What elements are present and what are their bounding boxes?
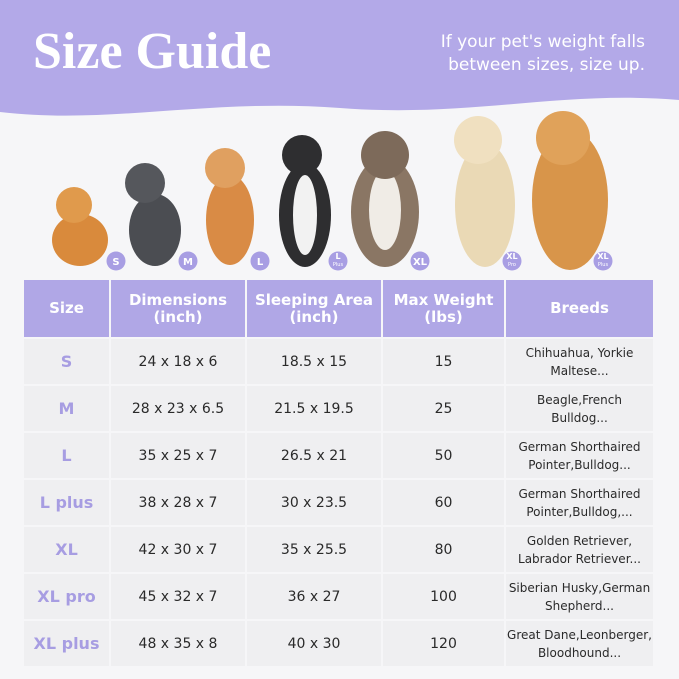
size-badge bbox=[502, 251, 522, 271]
breeds-line: Shepherd... bbox=[545, 598, 614, 613]
table-cell: 100 bbox=[383, 574, 504, 619]
badge-sub: Pro bbox=[508, 262, 516, 268]
breeds-line: Pointer,Bulldog... bbox=[528, 457, 631, 472]
header-line: Dimensions bbox=[128, 290, 228, 309]
size-badge bbox=[328, 251, 348, 271]
header-line: Breeds bbox=[550, 299, 609, 317]
breeds-cell: Siberian Husky,German Shepherd... bbox=[506, 574, 653, 619]
table-cell: 42 x 30 x 7 bbox=[111, 527, 245, 572]
size-cell: XL pro bbox=[24, 574, 109, 619]
badge-label: XL bbox=[506, 252, 517, 261]
header-band bbox=[0, 0, 679, 116]
subtitle: between sizes, size up. bbox=[448, 55, 645, 75]
table-cell: 80 bbox=[383, 527, 504, 572]
header-line: Sleeping Area bbox=[254, 290, 374, 309]
breeds-cell: Golden Retriever, Labrador Retriever... bbox=[506, 527, 653, 572]
column-header: Breeds bbox=[506, 280, 653, 337]
badge-sub: Plus bbox=[598, 262, 609, 268]
badge-label: S bbox=[112, 257, 119, 268]
header-line: (lbs) bbox=[424, 307, 463, 326]
column-header: Max Weight (lbs) bbox=[383, 280, 504, 337]
size-cell: M bbox=[24, 386, 109, 431]
table-cell: 21.5 x 19.5 bbox=[247, 386, 381, 431]
breeds-line: Great Dane,Leonberger, bbox=[507, 627, 652, 642]
column-header: Sleeping Area (inch) bbox=[247, 280, 381, 337]
header-line: (inch) bbox=[289, 307, 339, 326]
size-cell: S bbox=[24, 339, 109, 384]
table-cell: 120 bbox=[383, 621, 504, 666]
header-line: Size bbox=[49, 299, 84, 317]
size-cell: XL plus bbox=[24, 621, 109, 666]
badge-label: M bbox=[183, 257, 193, 268]
breeds-line: Beagle,French bbox=[536, 392, 622, 407]
breeds-line: Golden Retriever, bbox=[526, 533, 633, 548]
breeds-line: German Shorthaired bbox=[518, 439, 641, 454]
table-cell: 24 x 18 x 6 bbox=[111, 339, 245, 384]
size-badge bbox=[106, 251, 126, 271]
badge-label: XL bbox=[413, 257, 428, 268]
table-cell: 45 x 32 x 7 bbox=[111, 574, 245, 619]
breeds-cell: Great Dane,Leonberger, Bloodhound... bbox=[506, 621, 653, 666]
breeds-line: Labrador Retriever... bbox=[518, 551, 641, 566]
badge-sub: Plus bbox=[333, 262, 344, 268]
breeds-cell: Beagle,French Bulldog... bbox=[506, 386, 653, 431]
table-cell: 50 bbox=[383, 433, 504, 478]
table-cell: 30 x 23.5 bbox=[247, 480, 381, 525]
header-line: (inch) bbox=[153, 307, 203, 326]
subtitle: If your pet's weight falls bbox=[441, 32, 645, 52]
size-badge bbox=[593, 251, 613, 271]
breeds-line: Pointer,Bulldog,... bbox=[526, 504, 633, 519]
size-badge bbox=[410, 251, 430, 271]
breeds-line: German Shorthaired bbox=[518, 486, 641, 501]
table-cell: 40 x 30 bbox=[247, 621, 381, 666]
header-line: Max Weight bbox=[393, 290, 494, 309]
table-cell: 35 x 25 x 7 bbox=[111, 433, 245, 478]
size-cell: XL bbox=[24, 527, 109, 572]
size-cell: L bbox=[24, 433, 109, 478]
table-cell: 26.5 x 21 bbox=[247, 433, 381, 478]
breeds-line: Maltese... bbox=[550, 363, 609, 378]
table-cell: 36 x 27 bbox=[247, 574, 381, 619]
badge-label: XL bbox=[597, 252, 608, 261]
breeds-cell: German Shorthaired Pointer,Bulldog,... bbox=[506, 480, 653, 525]
column-header: Dimensions (inch) bbox=[111, 280, 245, 337]
badge-label: L bbox=[257, 257, 264, 268]
title: Size Guide bbox=[33, 23, 271, 80]
size-badge bbox=[178, 251, 198, 271]
size-badge bbox=[250, 251, 270, 271]
breeds-line: Bulldog... bbox=[551, 410, 608, 425]
table-cell: 25 bbox=[383, 386, 504, 431]
breeds-line: Siberian Husky,German bbox=[508, 580, 651, 595]
table-cell: 38 x 28 x 7 bbox=[111, 480, 245, 525]
column-header: Size bbox=[24, 280, 109, 337]
table-cell: 60 bbox=[383, 480, 504, 525]
breeds-cell: Chihuahua, Yorkie Maltese... bbox=[506, 339, 653, 384]
table-cell: 35 x 25.5 bbox=[247, 527, 381, 572]
table-cell: 48 x 35 x 8 bbox=[111, 621, 245, 666]
table-cell: 15 bbox=[383, 339, 504, 384]
table-cell: 18.5 x 15 bbox=[247, 339, 381, 384]
dogs bbox=[52, 111, 608, 270]
breeds-line: Chihuahua, Yorkie bbox=[525, 345, 634, 360]
table-cell: 28 x 23 x 6.5 bbox=[111, 386, 245, 431]
size-cell: L plus bbox=[24, 480, 109, 525]
breeds-line: Bloodhound... bbox=[537, 645, 622, 660]
breeds-cell: German Shorthaired Pointer,Bulldog... bbox=[506, 433, 653, 478]
badge-label: L bbox=[335, 252, 340, 261]
